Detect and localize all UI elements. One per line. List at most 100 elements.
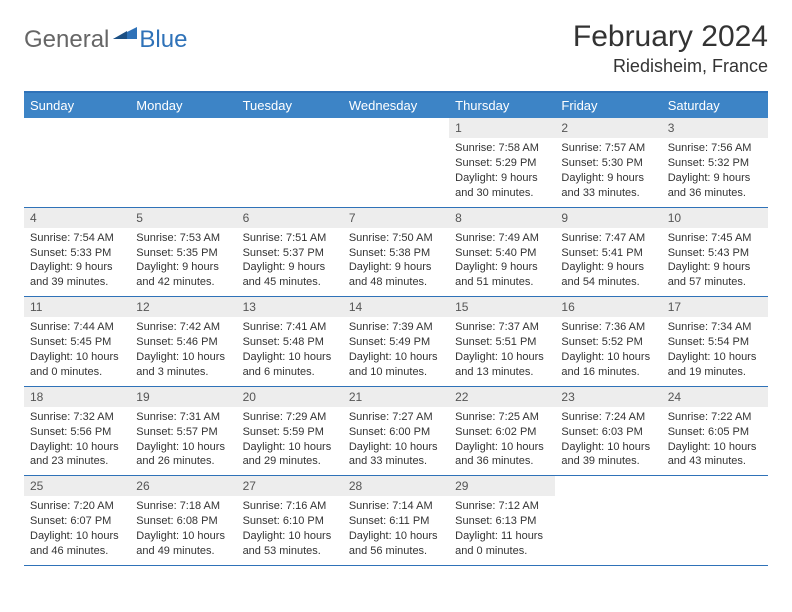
sunrise-line: Sunrise: 7:58 AM bbox=[455, 141, 549, 156]
day-details: Sunrise: 7:25 AMSunset: 6:02 PMDaylight:… bbox=[449, 407, 555, 475]
calendar-day: 12Sunrise: 7:42 AMSunset: 5:46 PMDayligh… bbox=[130, 297, 236, 386]
day-number: 8 bbox=[449, 208, 555, 228]
sunset-line: Sunset: 5:35 PM bbox=[136, 246, 230, 261]
day-details: Sunrise: 7:24 AMSunset: 6:03 PMDaylight:… bbox=[555, 407, 661, 475]
sunset-line: Sunset: 5:45 PM bbox=[30, 335, 124, 350]
sunset-line: Sunset: 5:40 PM bbox=[455, 246, 549, 261]
sunrise-line: Sunrise: 7:57 AM bbox=[561, 141, 655, 156]
daylight-line: Daylight: 10 hours and 10 minutes. bbox=[349, 350, 443, 380]
calendar-day: 27Sunrise: 7:16 AMSunset: 6:10 PMDayligh… bbox=[237, 476, 343, 565]
day-number: 11 bbox=[24, 297, 130, 317]
daylight-line: Daylight: 10 hours and 3 minutes. bbox=[136, 350, 230, 380]
day-number: 9 bbox=[555, 208, 661, 228]
day-number: 7 bbox=[343, 208, 449, 228]
calendar-day: 1Sunrise: 7:58 AMSunset: 5:29 PMDaylight… bbox=[449, 118, 555, 207]
calendar-day-empty bbox=[555, 476, 661, 565]
brand-mark-icon bbox=[113, 18, 137, 46]
daylight-line: Daylight: 10 hours and 56 minutes. bbox=[349, 529, 443, 559]
calendar-day: 26Sunrise: 7:18 AMSunset: 6:08 PMDayligh… bbox=[130, 476, 236, 565]
daylight-line: Daylight: 10 hours and 46 minutes. bbox=[30, 529, 124, 559]
day-number: 5 bbox=[130, 208, 236, 228]
weekday-header: Monday bbox=[130, 93, 236, 118]
weekday-header: Tuesday bbox=[237, 93, 343, 118]
day-details: Sunrise: 7:34 AMSunset: 5:54 PMDaylight:… bbox=[662, 317, 768, 385]
sunrise-line: Sunrise: 7:44 AM bbox=[30, 320, 124, 335]
sunset-line: Sunset: 5:52 PM bbox=[561, 335, 655, 350]
calendar: SundayMondayTuesdayWednesdayThursdayFrid… bbox=[24, 91, 768, 566]
sunrise-line: Sunrise: 7:34 AM bbox=[668, 320, 762, 335]
day-number: 6 bbox=[237, 208, 343, 228]
calendar-week: 18Sunrise: 7:32 AMSunset: 5:56 PMDayligh… bbox=[24, 387, 768, 477]
day-details: Sunrise: 7:32 AMSunset: 5:56 PMDaylight:… bbox=[24, 407, 130, 475]
daylight-line: Daylight: 9 hours and 30 minutes. bbox=[455, 171, 549, 201]
daylight-line: Daylight: 9 hours and 39 minutes. bbox=[30, 260, 124, 290]
sunset-line: Sunset: 5:54 PM bbox=[668, 335, 762, 350]
sunrise-line: Sunrise: 7:12 AM bbox=[455, 499, 549, 514]
sunrise-line: Sunrise: 7:29 AM bbox=[243, 410, 337, 425]
weekday-header: Thursday bbox=[449, 93, 555, 118]
calendar-day: 3Sunrise: 7:56 AMSunset: 5:32 PMDaylight… bbox=[662, 118, 768, 207]
sunset-line: Sunset: 6:07 PM bbox=[30, 514, 124, 529]
day-details: Sunrise: 7:53 AMSunset: 5:35 PMDaylight:… bbox=[130, 228, 236, 296]
day-number: 19 bbox=[130, 387, 236, 407]
calendar-day: 17Sunrise: 7:34 AMSunset: 5:54 PMDayligh… bbox=[662, 297, 768, 386]
day-number: 20 bbox=[237, 387, 343, 407]
day-details: Sunrise: 7:18 AMSunset: 6:08 PMDaylight:… bbox=[130, 496, 236, 564]
sunrise-line: Sunrise: 7:51 AM bbox=[243, 231, 337, 246]
calendar-day: 2Sunrise: 7:57 AMSunset: 5:30 PMDaylight… bbox=[555, 118, 661, 207]
day-details: Sunrise: 7:50 AMSunset: 5:38 PMDaylight:… bbox=[343, 228, 449, 296]
weekday-header-row: SundayMondayTuesdayWednesdayThursdayFrid… bbox=[24, 93, 768, 118]
day-details: Sunrise: 7:41 AMSunset: 5:48 PMDaylight:… bbox=[237, 317, 343, 385]
sunset-line: Sunset: 6:02 PM bbox=[455, 425, 549, 440]
sunrise-line: Sunrise: 7:39 AM bbox=[349, 320, 443, 335]
daylight-line: Daylight: 9 hours and 33 minutes. bbox=[561, 171, 655, 201]
sunrise-line: Sunrise: 7:45 AM bbox=[668, 231, 762, 246]
day-details: Sunrise: 7:44 AMSunset: 5:45 PMDaylight:… bbox=[24, 317, 130, 385]
calendar-day: 4 Sunrise: 7:54 AMSunset: 5:33 PMDaylight… bbox=[24, 208, 130, 297]
sunset-line: Sunset: 5:49 PM bbox=[349, 335, 443, 350]
day-details: Sunrise: 7:14 AMSunset: 6:11 PMDaylight:… bbox=[343, 496, 449, 564]
location: Riedisheim, France bbox=[573, 56, 768, 77]
daylight-line: Daylight: 9 hours and 45 minutes. bbox=[243, 260, 337, 290]
day-details: Sunrise: 7:39 AMSunset: 5:49 PMDaylight:… bbox=[343, 317, 449, 385]
calendar-day: 19 Sunrise: 7:31 AMSunset: 5:57 PMDayligh… bbox=[130, 387, 236, 476]
sunset-line: Sunset: 5:33 PM bbox=[30, 246, 124, 261]
daylight-line: Daylight: 10 hours and 13 minutes. bbox=[455, 350, 549, 380]
sunrise-line: Sunrise: 7:54 AM bbox=[30, 231, 124, 246]
sunset-line: Sunset: 6:00 PM bbox=[349, 425, 443, 440]
sunset-line: Sunset: 5:57 PM bbox=[136, 425, 230, 440]
sunrise-line: Sunrise: 7:49 AM bbox=[455, 231, 549, 246]
sunrise-line: Sunrise: 7:31 AM bbox=[136, 410, 230, 425]
calendar-day: 16Sunrise: 7:36 AMSunset: 5:52 PMDayligh… bbox=[555, 297, 661, 386]
sunset-line: Sunset: 5:32 PM bbox=[668, 156, 762, 171]
day-details: Sunrise: 7:57 AMSunset: 5:30 PMDaylight:… bbox=[555, 138, 661, 206]
brand-logo: General Blue bbox=[24, 20, 187, 54]
sunset-line: Sunset: 5:51 PM bbox=[455, 335, 549, 350]
day-number: 26 bbox=[130, 476, 236, 496]
day-details: Sunrise: 7:56 AMSunset: 5:32 PMDaylight:… bbox=[662, 138, 768, 206]
calendar-day-empty bbox=[343, 118, 449, 207]
day-number: 23 bbox=[555, 387, 661, 407]
daylight-line: Daylight: 10 hours and 16 minutes. bbox=[561, 350, 655, 380]
calendar-day: 10Sunrise: 7:45 AMSunset: 5:43 PMDayligh… bbox=[662, 208, 768, 297]
day-number: 2 bbox=[555, 118, 661, 138]
calendar-day: 23Sunrise: 7:24 AMSunset: 6:03 PMDayligh… bbox=[555, 387, 661, 476]
daylight-line: Daylight: 10 hours and 26 minutes. bbox=[136, 440, 230, 470]
calendar-day: 14Sunrise: 7:39 AMSunset: 5:49 PMDayligh… bbox=[343, 297, 449, 386]
day-number: 3 bbox=[662, 118, 768, 138]
sunrise-line: Sunrise: 7:32 AM bbox=[30, 410, 124, 425]
sunrise-line: Sunrise: 7:27 AM bbox=[349, 410, 443, 425]
day-details: Sunrise: 7:22 AMSunset: 6:05 PMDaylight:… bbox=[662, 407, 768, 475]
sunrise-line: Sunrise: 7:53 AM bbox=[136, 231, 230, 246]
day-number: 4 bbox=[24, 208, 130, 228]
brand-part1: General bbox=[24, 26, 109, 54]
calendar-day: 21Sunrise: 7:27 AMSunset: 6:00 PMDayligh… bbox=[343, 387, 449, 476]
day-details: Sunrise: 7:49 AMSunset: 5:40 PMDaylight:… bbox=[449, 228, 555, 296]
day-number: 16 bbox=[555, 297, 661, 317]
calendar-day: 9Sunrise: 7:47 AMSunset: 5:41 PMDaylight… bbox=[555, 208, 661, 297]
day-number: 10 bbox=[662, 208, 768, 228]
sunrise-line: Sunrise: 7:14 AM bbox=[349, 499, 443, 514]
sunrise-line: Sunrise: 7:42 AM bbox=[136, 320, 230, 335]
day-number: 13 bbox=[237, 297, 343, 317]
day-details: Sunrise: 7:12 AMSunset: 6:13 PMDaylight:… bbox=[449, 496, 555, 564]
